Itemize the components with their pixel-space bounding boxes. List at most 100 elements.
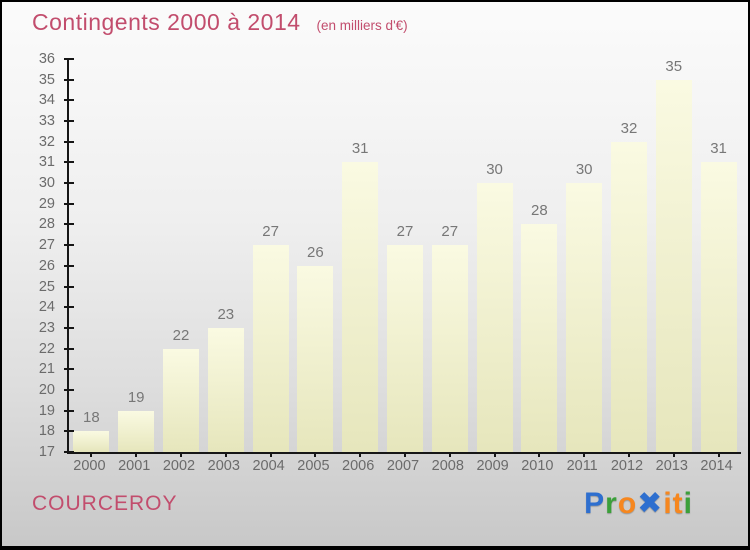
- bar-slot: 18: [69, 59, 114, 452]
- bar-2013: [655, 79, 692, 452]
- bar-2000: [73, 431, 110, 452]
- bar-value-label: 31: [351, 140, 369, 158]
- y-tick-label: 34: [38, 92, 55, 109]
- logo-letter: i: [663, 487, 673, 520]
- logo-letter: i: [683, 487, 693, 520]
- y-tick-label: 28: [38, 216, 55, 233]
- bar-value-label: 27: [262, 223, 279, 241]
- y-tick-mark: [64, 182, 74, 185]
- x-tick-label: 2009: [476, 458, 509, 474]
- bar-slot: 31: [338, 59, 383, 452]
- y-tick-label: 31: [38, 154, 55, 171]
- y-tick-mark: [64, 161, 74, 164]
- bar-value-label: 19: [127, 388, 145, 406]
- y-tick-mark: [64, 202, 74, 205]
- bar-value-label: 23: [217, 305, 235, 323]
- bar-value-label: 35: [665, 57, 683, 75]
- logo-letter: o: [617, 487, 638, 520]
- bar-value-label: 27: [396, 223, 414, 241]
- bar-2009: [476, 183, 513, 452]
- bar-value-label: 22: [172, 326, 190, 344]
- bar-slot: 30: [562, 59, 607, 452]
- y-tick-mark: [64, 140, 74, 143]
- y-tick-label: 33: [38, 113, 55, 130]
- plot-area: 18 19 22 23 27 26 31 27 27 30 28 30 32 35 31: [64, 57, 741, 457]
- x-tick-label: 2008: [431, 458, 464, 474]
- y-tick-label: 21: [38, 361, 55, 378]
- x-tick-label: 2002: [162, 458, 196, 474]
- x-tick-mark: [493, 452, 496, 457]
- y-tick-label: 22: [38, 340, 55, 357]
- x-tick-mark: [224, 452, 227, 457]
- bar-slot: 35: [651, 57, 696, 452]
- x-tick-label: 2010: [521, 458, 554, 474]
- y-tick-label: 24: [38, 299, 55, 316]
- y-tick-mark: [64, 388, 74, 391]
- y-tick-mark: [64, 326, 74, 329]
- logo-letter: ✖: [637, 487, 664, 520]
- x-tick-label: 2012: [610, 458, 644, 474]
- x-tick-label: 2007: [386, 458, 420, 474]
- y-tick-label: 23: [38, 319, 55, 336]
- bar-value-label: 31: [710, 140, 727, 158]
- bar-value-label: 30: [486, 161, 503, 179]
- bar-2005: [297, 265, 334, 452]
- y-tick-mark: [64, 430, 74, 433]
- bar-2008: [431, 245, 468, 452]
- y-tick-label: 27: [38, 237, 55, 254]
- bar-slot: 27: [383, 59, 428, 452]
- y-tick-label: 35: [38, 71, 55, 88]
- y-tick-label: 29: [38, 195, 55, 212]
- y-tick-mark: [64, 451, 74, 453]
- y-tick-mark: [64, 409, 74, 412]
- y-tick-label: 17: [38, 444, 55, 460]
- x-tick-mark: [90, 452, 93, 457]
- bar-slot: 22: [159, 59, 204, 452]
- bars-container: 18 19 22 23 27 26 31 27 27 30 28 30 32 35 31: [69, 57, 741, 452]
- location-label: COURCEROY: [32, 492, 178, 515]
- x-tick-mark: [628, 452, 630, 457]
- bar-slot: 26: [293, 59, 338, 452]
- y-tick-label: 32: [38, 133, 55, 150]
- bar-value-label: 27: [441, 223, 459, 241]
- bar-slot: 23: [203, 59, 248, 452]
- x-tick-mark: [672, 452, 675, 457]
- bar-slot: 28: [517, 59, 562, 452]
- bar-2001: [118, 410, 155, 452]
- bar-value-label: 32: [620, 119, 638, 137]
- x-tick-label: 2013: [655, 458, 688, 474]
- logo-letter: P: [584, 487, 606, 520]
- y-tick-mark: [64, 99, 74, 102]
- x-tick-label: 2004: [252, 458, 285, 474]
- y-tick-label: 19: [38, 402, 55, 419]
- logo-letter: r: [605, 487, 618, 520]
- bar-2002: [162, 348, 199, 452]
- x-tick-mark: [314, 452, 317, 457]
- bar-value-label: 30: [575, 161, 593, 179]
- x-tick-label: 2011: [566, 458, 598, 474]
- chart-subtitle: (en milliers d'€): [316, 18, 408, 33]
- bar-2014: [700, 162, 737, 452]
- y-tick-mark: [64, 244, 74, 247]
- bar-2003: [207, 327, 244, 452]
- proxiti-logo[interactable]: Pro✖iti: [584, 486, 693, 521]
- x-tick-mark: [717, 452, 720, 457]
- x-tick-label: 2000: [73, 458, 106, 474]
- x-tick-mark: [359, 452, 362, 457]
- y-tick-mark: [64, 285, 74, 288]
- x-tick-mark: [448, 452, 451, 457]
- y-tick-mark: [64, 347, 74, 350]
- x-axis-labels: 2000 2001 2002 2003 2004 2005 2006 2007 2008 2009…: [67, 458, 739, 474]
- x-tick-label: 2014: [700, 458, 733, 474]
- bar-slot: 19: [114, 59, 159, 452]
- bar-2004: [252, 245, 289, 452]
- chart-title: Contingents 2000 à 2014: [32, 9, 301, 35]
- bar-value-label: 26: [307, 243, 324, 261]
- y-tick-mark: [64, 58, 74, 60]
- x-tick-mark: [269, 452, 272, 457]
- bar-slot: 30: [472, 59, 517, 452]
- y-axis-labels: 36 35 34 33 32 31 30 29 28 27 26 25 24 23 22 21 20 19 18 17: [2, 51, 65, 460]
- x-tick-label: 2006: [342, 458, 375, 474]
- y-tick-label: 25: [38, 278, 55, 295]
- y-tick-mark: [64, 368, 74, 371]
